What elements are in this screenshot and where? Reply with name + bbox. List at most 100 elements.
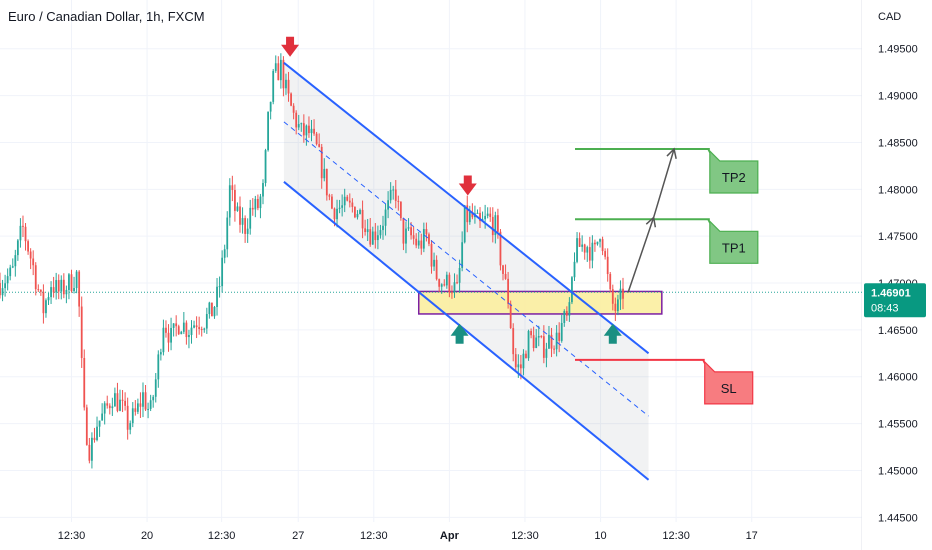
- x-axis[interactable]: 12:30 20 12:30 27 12:30 Apr 12:30 10 12:30 17: [58, 530, 758, 542]
- candle-body: [91, 437, 93, 461]
- candle-body: [52, 287, 55, 293]
- zone-group[interactable]: [417, 290, 663, 315]
- candle-body: [576, 238, 578, 262]
- x-tick-label: 12:30: [360, 530, 388, 542]
- candle-body: [479, 212, 481, 222]
- candle-body: [341, 205, 344, 208]
- candle-body: [545, 348, 548, 358]
- channel-upper-line[interactable]: [283, 62, 650, 355]
- candle-body: [336, 208, 338, 220]
- candle-body: [448, 274, 451, 293]
- candle-body: [578, 238, 581, 247]
- candle-body: [297, 124, 300, 128]
- candle-body: [147, 408, 149, 410]
- candle-body: [415, 238, 418, 246]
- candle-body: [609, 274, 612, 290]
- candle-body: [295, 112, 298, 128]
- candle-body: [188, 334, 190, 338]
- candle-body: [223, 249, 226, 258]
- candle-body: [614, 303, 617, 312]
- candle-body: [392, 189, 395, 191]
- candle-body: [262, 183, 264, 197]
- candle-body: [22, 225, 24, 227]
- candle-body: [83, 358, 86, 408]
- candle-body: [269, 101, 272, 112]
- tp2-callout[interactable]: [707, 148, 759, 194]
- candle-body: [512, 328, 515, 355]
- candle-body: [328, 195, 331, 197]
- sl-callout[interactable]: [702, 359, 754, 405]
- candle-body: [277, 63, 280, 81]
- candle-body: [596, 241, 599, 245]
- candle-body: [499, 231, 502, 266]
- candle-body: [50, 287, 52, 298]
- candle-body: [348, 200, 351, 203]
- candle-body: [558, 332, 561, 341]
- candle-body: [389, 189, 392, 201]
- candle-body: [108, 405, 111, 409]
- candle-body: [239, 206, 241, 225]
- tp1-label: TP1: [722, 240, 746, 255]
- x-tick-label: 27: [292, 530, 304, 542]
- candle-body: [504, 273, 507, 279]
- arrow-up-icon: [450, 323, 469, 344]
- candle-body: [116, 393, 119, 411]
- candle-body: [119, 399, 121, 411]
- candle-body: [213, 307, 216, 317]
- candle-body: [484, 215, 487, 220]
- candle-body: [458, 267, 461, 283]
- candle-body: [45, 300, 47, 314]
- candle-body: [532, 335, 535, 349]
- candle-body: [57, 280, 60, 292]
- candle-body: [581, 244, 584, 247]
- candle-body: [606, 256, 609, 275]
- channel-fill: [283, 62, 649, 480]
- arrow-down-icon: [281, 36, 300, 57]
- candle-body: [445, 274, 448, 286]
- candle-body: [182, 322, 185, 332]
- candle-body: [599, 239, 601, 242]
- channel-mid-line[interactable]: [283, 121, 649, 417]
- y-tick-label: 1.47500: [878, 231, 918, 243]
- candle-body: [522, 353, 525, 369]
- channel-area: [283, 62, 649, 480]
- channel-lower-line[interactable]: [283, 181, 650, 481]
- candle-body: [359, 209, 361, 214]
- y-tick-label: 1.48000: [878, 184, 918, 196]
- x-tick-label: 12:30: [511, 530, 539, 542]
- candle-body: [412, 235, 415, 239]
- candle-body: [507, 278, 510, 304]
- candle-body: [361, 209, 364, 229]
- tp1-callout[interactable]: [707, 218, 759, 264]
- candle-body: [394, 189, 397, 201]
- candle-body: [134, 408, 137, 412]
- candle-body: [231, 185, 234, 190]
- levels[interactable]: TP2 TP1 SL: [575, 147, 759, 405]
- candle-body: [387, 200, 390, 210]
- y-tick-label: 1.48500: [878, 137, 918, 149]
- arrow-up-icon: [603, 323, 622, 344]
- candle-body: [315, 133, 318, 145]
- candle-body: [32, 258, 35, 266]
- candle-body: [282, 59, 285, 89]
- y-axis-bg: [862, 0, 932, 550]
- candle-body: [47, 297, 50, 301]
- candle-body: [113, 393, 116, 407]
- y-axis[interactable]: CAD 1.49500 1.49000 1.48500 1.48000 1.47500 1.…: [862, 0, 932, 550]
- candle-body: [379, 230, 382, 236]
- candle-body: [29, 251, 32, 259]
- candle-body: [218, 286, 221, 288]
- x-tick-label: 17: [746, 530, 758, 542]
- channel-lines[interactable]: [283, 62, 650, 481]
- candle-body: [68, 274, 70, 290]
- support-zone-rect[interactable]: [417, 290, 663, 315]
- candle-body: [144, 392, 147, 410]
- candle-body: [376, 235, 379, 241]
- candle-body: [172, 323, 175, 328]
- candle-body: [568, 302, 571, 316]
- candle-body: [463, 205, 466, 243]
- candle-body: [601, 239, 604, 252]
- candle-body: [129, 423, 132, 430]
